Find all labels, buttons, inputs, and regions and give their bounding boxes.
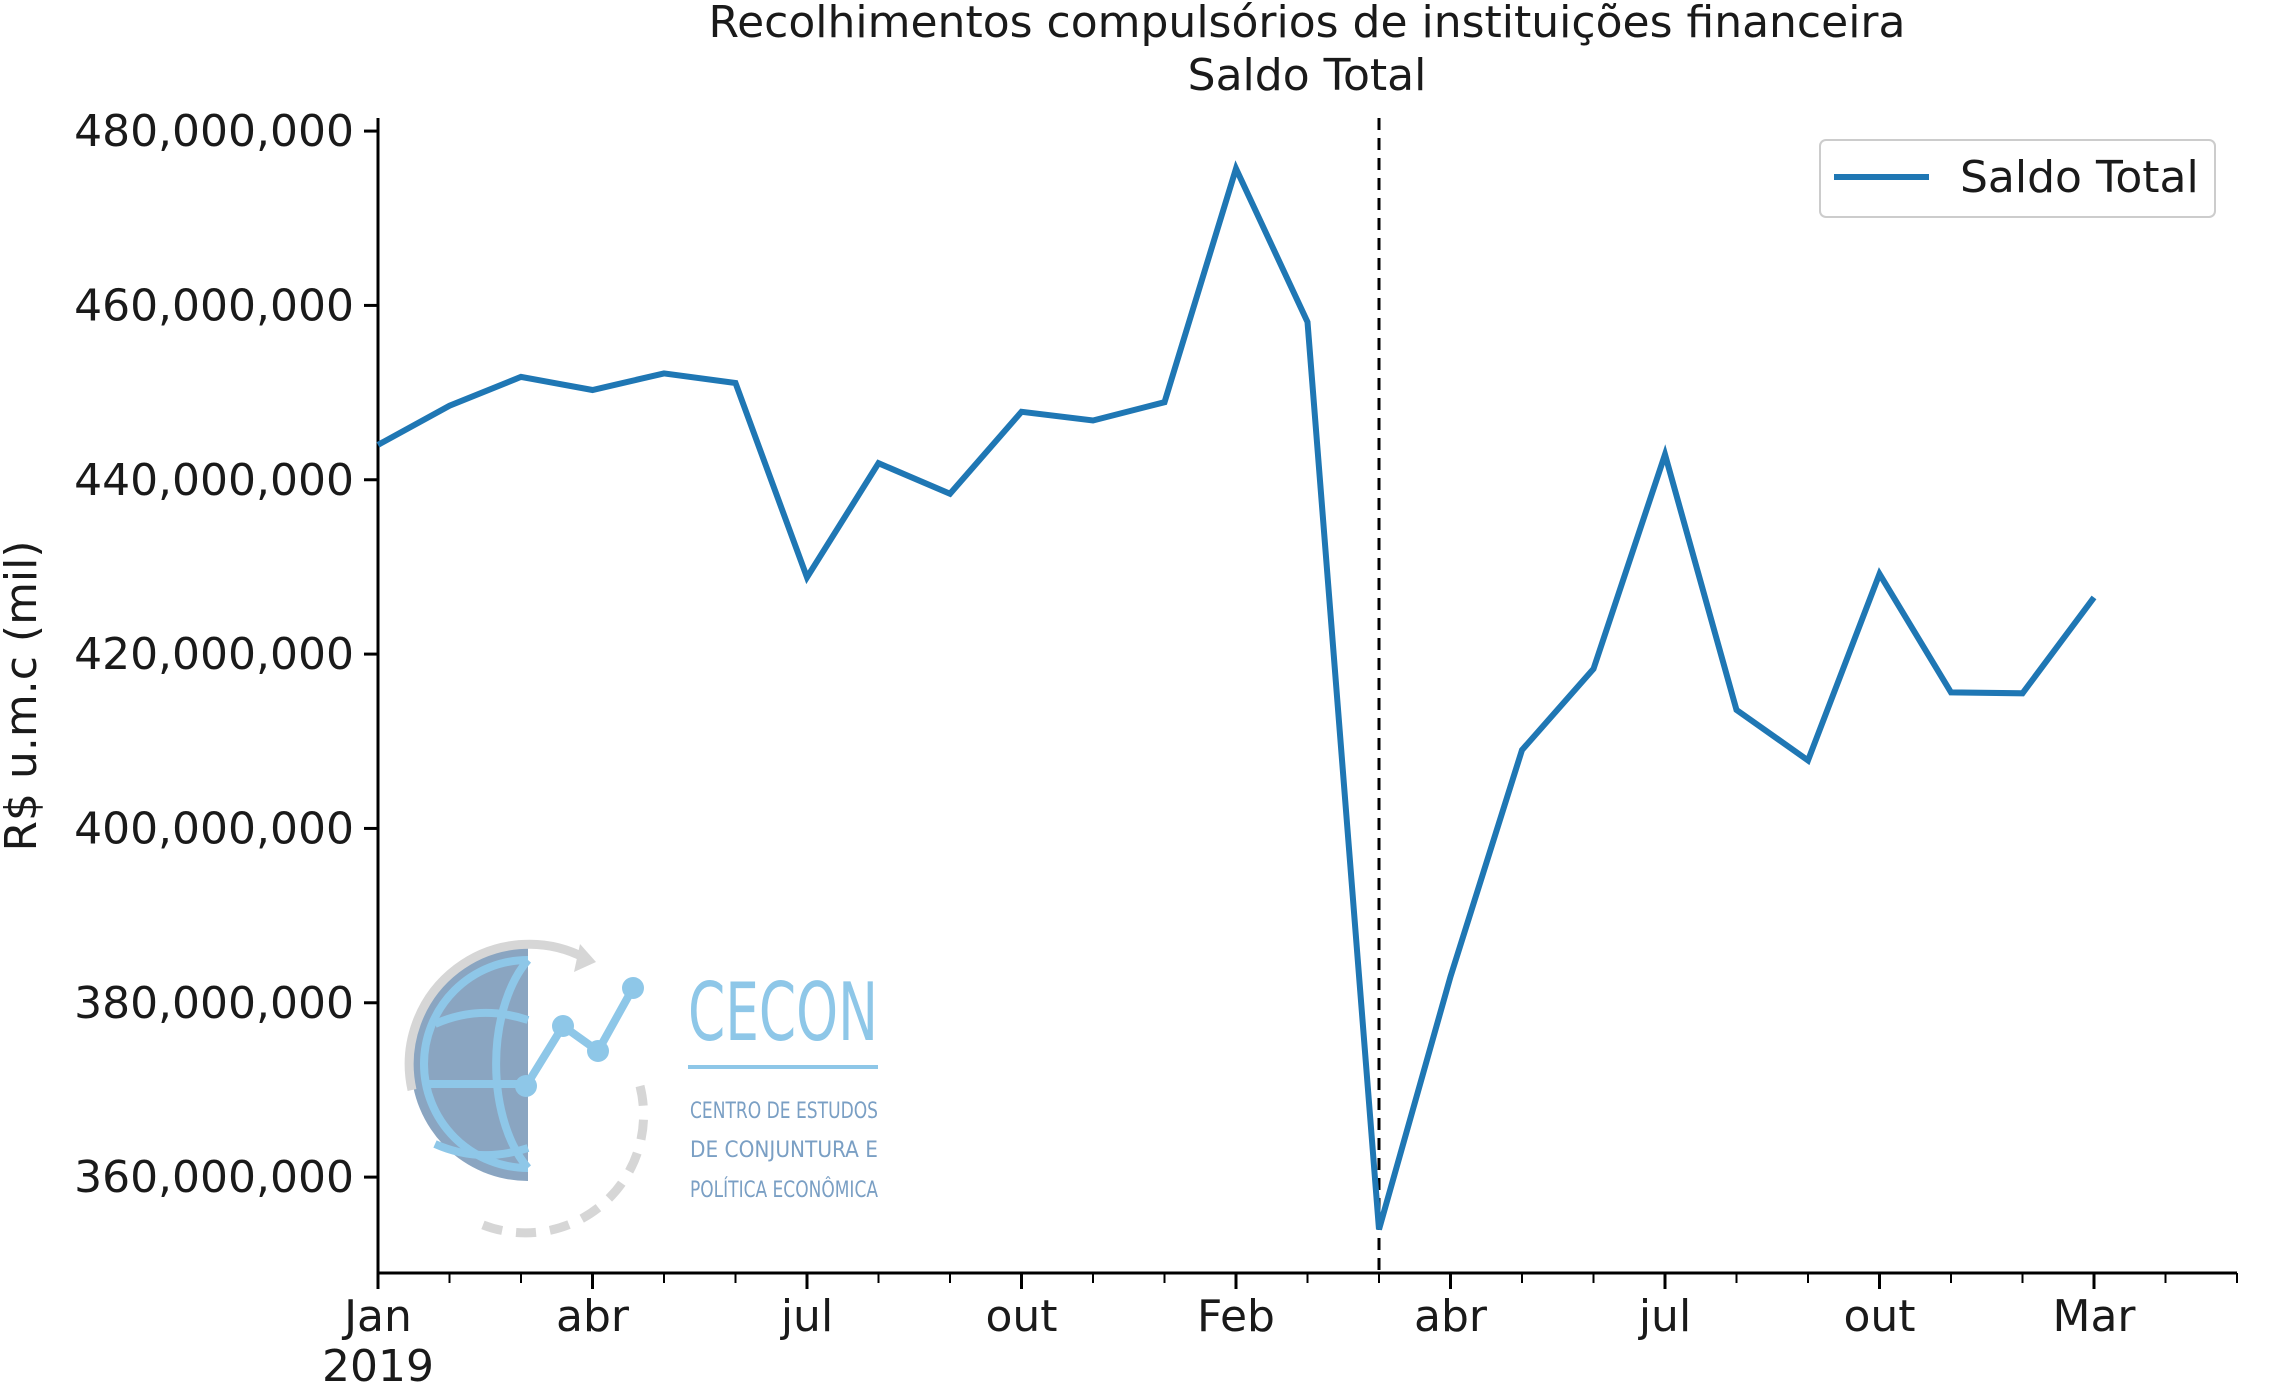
cecon-logo-title: CECON xyxy=(688,966,878,1059)
x-tick-label: Feb xyxy=(1197,1291,1275,1342)
x-tick-year-label: 2019 xyxy=(322,1341,434,1392)
series-group xyxy=(376,160,2097,1231)
legend: Saldo Total xyxy=(1819,139,2216,218)
x-tick-label: abr xyxy=(556,1291,630,1342)
y-tick-label: 360,000,000 xyxy=(74,1152,354,1203)
y-tick-label: 440,000,000 xyxy=(74,455,354,506)
x-tick-label: out xyxy=(1843,1291,1915,1342)
cecon-logo-line3: POLÍTICA ECONÔMICA xyxy=(690,1177,878,1203)
series-line-saldo-total xyxy=(376,160,2097,1231)
y-tick-label: 400,000,000 xyxy=(74,803,354,854)
y-tick-label: 420,000,000 xyxy=(74,629,354,680)
x-tick-label: Mar xyxy=(2052,1291,2136,1342)
y-axis-label: R$ u.m.c (mil) xyxy=(0,540,47,851)
cecon-globe-icon xyxy=(404,939,649,1238)
x-tick-label: jul xyxy=(780,1291,833,1342)
x-tick-label: jul xyxy=(1638,1291,1691,1342)
cecon-logo-line2: DE CONJUNTURA E xyxy=(690,1138,878,1163)
axes xyxy=(376,118,2237,1275)
x-tick-label: Jan xyxy=(341,1291,412,1342)
cecon-logo-watermark: CECON CENTRO DE ESTUDOS DE CONJUNTURA E … xyxy=(404,939,878,1238)
y-axis-ticks: 360,000,000 380,000,000 400,000,000 420,000… xyxy=(74,106,378,1203)
legend-frame xyxy=(1819,139,2216,218)
x-tick-label: abr xyxy=(1414,1291,1488,1342)
cecon-logo-line1: CENTRO DE ESTUDOS xyxy=(690,1099,878,1124)
chart-title: Recolhimentos compulsórios de instituiçõ… xyxy=(709,0,1906,48)
y-tick-label: 480,000,000 xyxy=(74,106,354,157)
cecon-logo-divider xyxy=(688,1065,878,1069)
legend-entry-label: Saldo Total xyxy=(1960,152,2199,203)
y-tick-label: 460,000,000 xyxy=(74,280,354,331)
chart-subtitle: Saldo Total xyxy=(1188,50,1427,101)
x-tick-label: out xyxy=(985,1291,1057,1342)
y-tick-label: 380,000,000 xyxy=(74,978,354,1029)
